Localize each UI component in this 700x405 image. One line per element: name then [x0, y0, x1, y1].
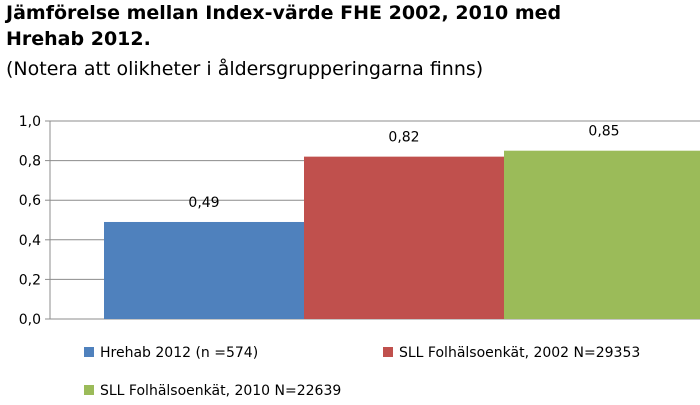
data-labels: 0,49 0,82 0,85: [188, 124, 619, 211]
legend-label-2: SLL Folhälsoenkät, 2002 N=29353: [399, 345, 640, 361]
legend-swatch-1: [84, 347, 94, 357]
bar-3: [504, 150, 700, 319]
y-tick-label: 1,0: [19, 114, 41, 130]
data-label-3: 0,85: [588, 124, 619, 140]
bars: [104, 150, 700, 319]
axes: 0,0 0,2 0,4 0,6 0,8 1,0: [19, 114, 700, 328]
bar-2: [304, 156, 504, 319]
legend-label-3: SLL Folhälsoenkät, 2010 N=22639: [100, 383, 341, 399]
y-tick-label: 0,2: [19, 272, 41, 288]
y-tick-label: 0,6: [19, 193, 41, 209]
legend-label-1: Hrehab 2012 (n =574): [100, 345, 258, 361]
bar-1: [104, 221, 304, 319]
y-tick-label: 0,8: [19, 154, 41, 170]
y-tick-label: 0,4: [19, 233, 41, 249]
chart-title-block: Jämförelse mellan Index-värde FHE 2002, …: [6, 0, 696, 82]
legend-swatch-2: [383, 347, 393, 357]
data-label-1: 0,49: [188, 195, 219, 211]
chart-subtitle: (Notera att olikheter i åldersgruppering…: [6, 58, 484, 80]
chart-title-line-2: Hrehab 2012.: [6, 28, 151, 50]
legend: Hrehab 2012 (n =574) SLL Folhälsoenkät, 2…: [84, 345, 640, 399]
chart-title-line-1: Jämförelse mellan Index-värde FHE 2002, …: [6, 2, 562, 24]
legend-swatch-3: [84, 385, 94, 395]
data-label-2: 0,82: [388, 130, 419, 146]
y-tick-label: 0,0: [19, 312, 41, 328]
